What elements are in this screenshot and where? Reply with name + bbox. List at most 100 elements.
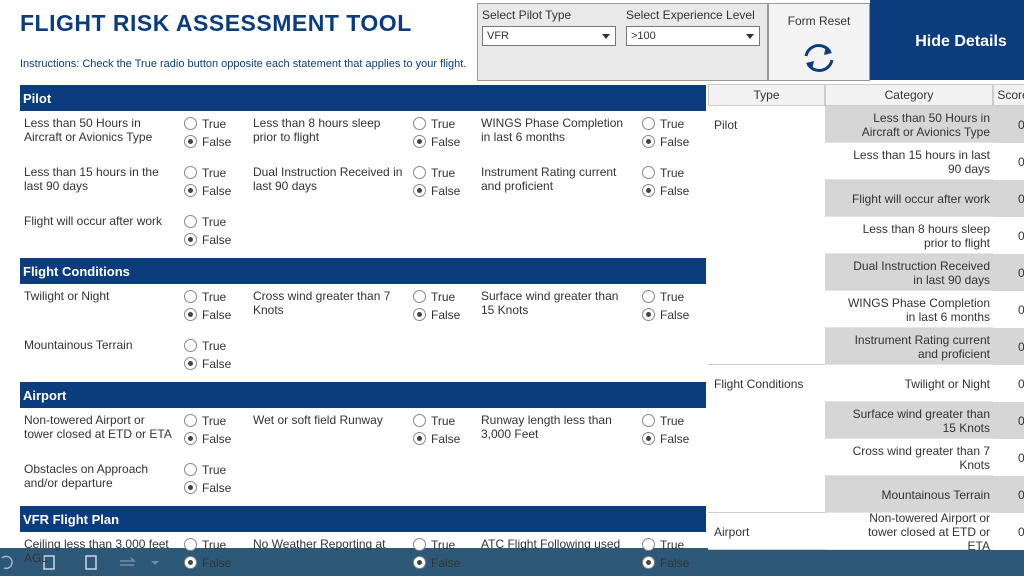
radio-label[interactable]: True [431,290,456,304]
radio-false[interactable] [184,184,197,197]
radio-false[interactable] [413,135,426,148]
radio-label[interactable]: False [660,308,690,322]
radio-true[interactable] [642,166,655,179]
score: 0 [1018,451,1024,465]
radio-true[interactable] [184,463,197,476]
radio-true[interactable] [184,166,197,179]
radio-label[interactable]: True [660,166,685,180]
radio-true[interactable] [413,538,426,551]
dropdown-arrow[interactable] [602,34,610,39]
radio-label[interactable]: True [431,414,456,428]
radio-false[interactable] [184,135,197,148]
radio-false[interactable] [642,556,655,569]
category-text: WINGS Phase Completion in last 6 months [847,295,990,324]
undo-icon[interactable] [1,555,13,570]
radio-label[interactable]: True [202,538,227,552]
radio-false[interactable] [413,308,426,321]
radio-label[interactable]: False [202,556,232,570]
radio-dot [646,312,651,317]
radio-true[interactable] [642,538,655,551]
section-header [20,85,706,111]
radio-label[interactable]: False [660,432,690,446]
radio-true[interactable] [642,117,655,130]
radio-label[interactable]: False [202,233,232,247]
radio-label[interactable]: True [431,117,456,131]
radio-label[interactable]: False [431,135,461,149]
radio-false[interactable] [642,432,655,445]
radio-false[interactable] [642,135,655,148]
question-label: No Weather Reporting at [253,537,386,551]
radio-label[interactable]: True [431,166,456,180]
more-icon[interactable] [151,561,159,565]
radio-label[interactable]: True [202,463,227,477]
pause-icon[interactable] [85,555,97,570]
radio-label[interactable]: False [431,432,461,446]
radio-false[interactable] [184,308,197,321]
form-reset-label[interactable]: Form Reset [787,14,851,28]
radio-true[interactable] [184,414,197,427]
score: 0 [1018,488,1024,502]
category-label: Non-towered Airport or tower closed at E… [845,511,990,553]
radio-false[interactable] [642,184,655,197]
radio-true[interactable] [184,117,197,130]
radio-true[interactable] [642,290,655,303]
radio-label[interactable]: False [202,432,232,446]
radio-label[interactable]: True [202,166,227,180]
radio-label[interactable]: True [202,117,227,131]
radio-false[interactable] [184,481,197,494]
radio-true[interactable] [184,215,197,228]
radio-label[interactable]: True [660,290,685,304]
radio-label[interactable]: True [202,290,227,304]
radio-label[interactable]: False [202,357,232,371]
filter-select[interactable] [482,26,616,46]
radio-label[interactable]: False [431,184,461,198]
radio-true[interactable] [413,414,426,427]
radio-label[interactable]: True [202,215,227,229]
radio-true[interactable] [184,538,197,551]
filter-value[interactable]: VFR [487,30,509,42]
radio-label[interactable]: True [202,414,227,428]
radio-label[interactable]: True [202,339,227,353]
radio-label[interactable]: True [660,414,685,428]
radio-false[interactable] [184,357,197,370]
radio-true[interactable] [413,290,426,303]
radio-label[interactable]: False [431,556,461,570]
hide-details-button[interactable] [870,0,1024,80]
data-icon[interactable] [43,555,55,570]
radio-false[interactable] [642,308,655,321]
radio-true[interactable] [184,339,197,352]
radio-dot [188,485,193,490]
radio-false[interactable] [413,184,426,197]
radio-false[interactable] [413,432,426,445]
reset-icon[interactable] [800,40,838,76]
hide-details-label[interactable]: Hide Details [915,33,1007,50]
radio-label[interactable]: False [202,135,232,149]
radio-true[interactable] [413,117,426,130]
radio-true[interactable] [642,414,655,427]
radio-label[interactable]: False [660,135,690,149]
filter-value[interactable]: >100 [631,30,656,42]
radio-false[interactable] [184,556,197,569]
radio-label[interactable]: False [431,308,461,322]
reset-panel[interactable] [768,3,870,81]
filter-select[interactable] [626,26,760,46]
radio-true[interactable] [184,290,197,303]
radio-label[interactable]: False [202,184,232,198]
radio-false[interactable] [184,432,197,445]
radio-label[interactable]: False [660,556,690,570]
section-header [20,506,706,532]
radio-dot [417,139,422,144]
radio-label[interactable]: True [660,538,685,552]
dropdown-arrow[interactable] [746,34,754,39]
question-label: Ceiling less than 3,000 feet AGL [24,537,169,565]
radio-label[interactable]: True [660,117,685,131]
refresh-icon[interactable] [120,557,136,566]
radio-label[interactable]: False [660,184,690,198]
score: 0 [1018,377,1024,391]
radio-label[interactable]: True [431,538,456,552]
radio-label[interactable]: False [202,308,232,322]
radio-false[interactable] [413,556,426,569]
radio-true[interactable] [413,166,426,179]
radio-label[interactable]: False [202,481,232,495]
radio-false[interactable] [184,233,197,246]
